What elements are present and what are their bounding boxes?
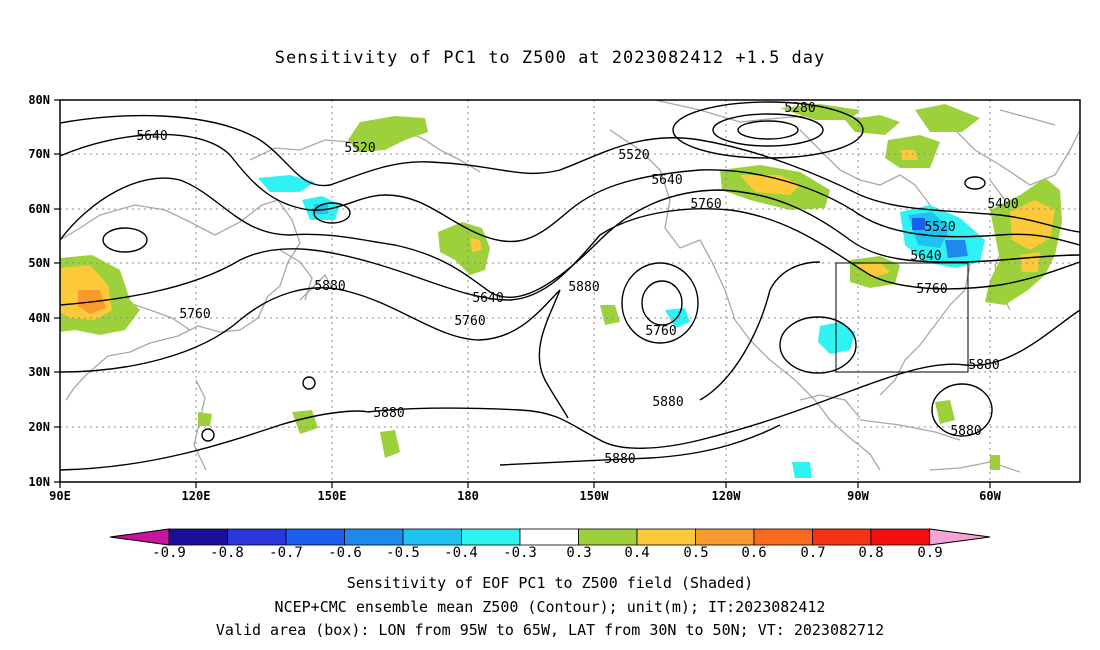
colorbar-tick-label: -0.7 (269, 545, 303, 561)
contour-label-5880: 5880 (568, 280, 599, 295)
contour-label-5760: 5760 (179, 307, 210, 322)
colorbar-tick-label: 0.5 (683, 545, 708, 561)
colorbar-swatch (578, 528, 638, 546)
colorbar-tick-label: 0.4 (624, 545, 649, 561)
lat-label: 70N (28, 147, 50, 161)
lat-label: 20N (28, 420, 50, 434)
lon-label: 120W (712, 489, 742, 503)
colorbar-tick-label: -0.5 (386, 545, 420, 561)
contour-label-5880: 5880 (314, 279, 345, 294)
contour-labels: 5280 5400 5520 5520 5520 5640 5640 5640 … (136, 101, 1018, 467)
colorbar-swatch (168, 528, 228, 546)
colorbar-swatch (636, 528, 696, 546)
colorbar-tick-label: 0.9 (917, 545, 942, 561)
colorbar-low-triangle (109, 528, 170, 546)
latitude-labels: 80N 70N 60N 50N 40N 30N 20N 10N (28, 93, 50, 489)
lon-label: 60W (979, 489, 1001, 503)
colorbar-swatch (812, 528, 872, 546)
colorbar-swatch (695, 528, 755, 546)
lon-label: 90W (847, 489, 869, 503)
contour-label-5880: 5880 (652, 395, 683, 410)
contour-label-5760: 5760 (916, 282, 947, 297)
caption-valid-area: Valid area (box): LON from 95W to 65W, L… (215, 621, 885, 639)
colorbar-swatch (285, 528, 345, 546)
lon-label: 120E (182, 489, 211, 503)
lat-label: 10N (28, 475, 50, 489)
contour-label-5640: 5640 (651, 173, 682, 188)
contour-label-5640: 5640 (136, 129, 167, 144)
axis-ticks (54, 99, 991, 488)
contour-label-5880: 5880 (373, 406, 404, 421)
sensitivity-shading (60, 104, 1062, 478)
lat-label: 40N (28, 311, 50, 325)
contour-label-5760: 5760 (690, 197, 721, 212)
contour-label-5880: 5880 (604, 452, 635, 467)
colorbar-tick-label: 0.8 (858, 545, 883, 561)
map-title: Sensitivity of PC1 to Z500 at 2023082412… (274, 48, 826, 68)
lon-label: 180 (457, 489, 479, 503)
contour-label-5640: 5640 (910, 249, 941, 264)
lat-label: 60N (28, 202, 50, 216)
contour-label-5760: 5760 (454, 314, 485, 329)
colorbar-tick-label: 0.7 (800, 545, 825, 561)
contour-label-5520: 5520 (618, 148, 649, 163)
colorbar-labels: -0.9 -0.8 -0.7 -0.6 -0.5 -0.4 -0.3 0.3 0… (152, 545, 943, 561)
contour-label-5280: 5280 (784, 101, 815, 116)
contour-label-5400: 5400 (987, 197, 1018, 212)
colorbar-swatch (753, 528, 813, 546)
lat-label: 30N (28, 365, 50, 379)
caption-shading: Sensitivity of EOF PC1 to Z500 field (Sh… (346, 574, 754, 592)
lat-label: 80N (28, 93, 50, 107)
colorbar (109, 528, 991, 546)
longitude-labels: 90E 120E 150E 180 150W 120W 90W 60W (49, 489, 1001, 503)
contour-label-5640: 5640 (472, 291, 503, 306)
colorbar-swatch (461, 528, 521, 546)
colorbar-tick-label: -0.3 (503, 545, 537, 561)
contour-label-5520: 5520 (924, 220, 955, 235)
colorbar-swatch (227, 528, 287, 546)
colorbar-swatch (402, 528, 462, 546)
contour-label-5880: 5880 (950, 424, 981, 439)
contour-label-5520: 5520 (344, 141, 375, 156)
z500-contours (60, 101, 1080, 471)
colorbar-tick-label: 0.6 (741, 545, 766, 561)
plot-frame (59, 99, 1081, 483)
contour-label-5760: 5760 (645, 324, 676, 339)
valid-area-box (835, 262, 969, 373)
caption-contour: NCEP+CMC ensemble mean Z500 (Contour); u… (274, 598, 826, 616)
lat-label: 50N (28, 256, 50, 270)
colorbar-tick-label: -0.8 (210, 545, 244, 561)
colorbar-tick-label: 0.3 (566, 545, 591, 561)
contour-label-5880: 5880 (968, 358, 999, 373)
lon-label: 90E (49, 489, 71, 503)
lon-label: 150W (580, 489, 610, 503)
colorbar-tick-label: -0.6 (328, 545, 362, 561)
colorbar-high-triangle (929, 528, 991, 546)
lon-label: 150E (318, 489, 347, 503)
colorbar-swatch (344, 528, 404, 546)
colorbar-tick-label: -0.9 (152, 545, 186, 561)
colorbar-swatch (870, 528, 930, 546)
colorbar-tick-label: -0.4 (444, 545, 478, 561)
colorbar-swatch (519, 528, 579, 546)
